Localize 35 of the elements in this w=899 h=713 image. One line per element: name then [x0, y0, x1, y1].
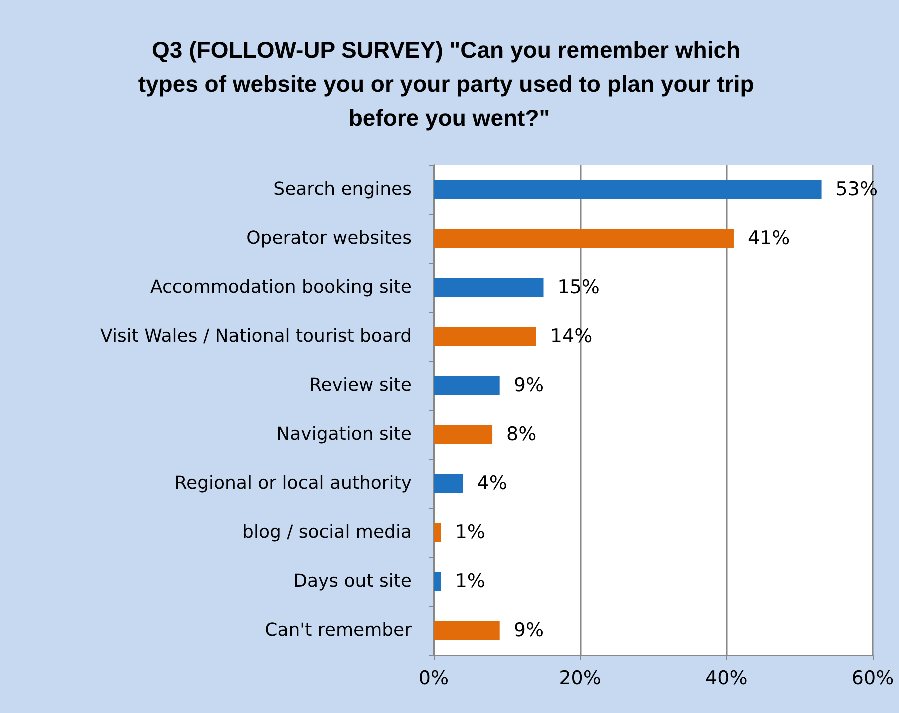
y-tick-label: Operator websites [246, 228, 412, 249]
x-tick-label: 60% [852, 668, 894, 690]
data-label: 41% [748, 228, 790, 250]
bar [434, 229, 734, 248]
y-tick-label: Days out site [294, 571, 412, 592]
data-label: 15% [558, 276, 600, 298]
y-tick-label: blog / social media [242, 522, 412, 543]
y-tick-label: Review site [310, 375, 412, 396]
data-label: 4% [477, 472, 508, 494]
bar [434, 327, 536, 346]
y-tick-label: Search engines [274, 179, 412, 200]
y-tick-label: Can't remember [265, 620, 413, 641]
bar [434, 474, 464, 493]
bar [434, 572, 442, 591]
bar [434, 523, 442, 542]
bar [434, 278, 544, 297]
bar [434, 425, 493, 444]
y-tick-label: Accommodation booking site [150, 277, 412, 298]
bar [434, 376, 500, 395]
data-label: 14% [550, 326, 593, 348]
data-label: 9% [514, 620, 544, 642]
y-tick-label: Navigation site [276, 424, 412, 445]
y-tick-label: Visit Wales / National tourist board [100, 326, 412, 347]
bar [434, 180, 822, 199]
y-tick-label: Regional or local authority [174, 473, 412, 494]
data-label: 1% [455, 570, 486, 592]
x-tick-label: 0% [418, 668, 450, 690]
data-label: 1% [455, 522, 486, 544]
data-label: 8% [506, 424, 537, 446]
data-label: 9% [514, 374, 544, 396]
x-tick-label: 20% [559, 668, 602, 690]
data-label: 53% [836, 178, 878, 200]
bar [434, 621, 500, 640]
chart-title: Q3 (FOLLOW-UP SURVEY) "Can you remember which types of website you or your party used to plan your trip before you went?" [138, 37, 761, 131]
x-tick-label: 40% [706, 668, 748, 690]
